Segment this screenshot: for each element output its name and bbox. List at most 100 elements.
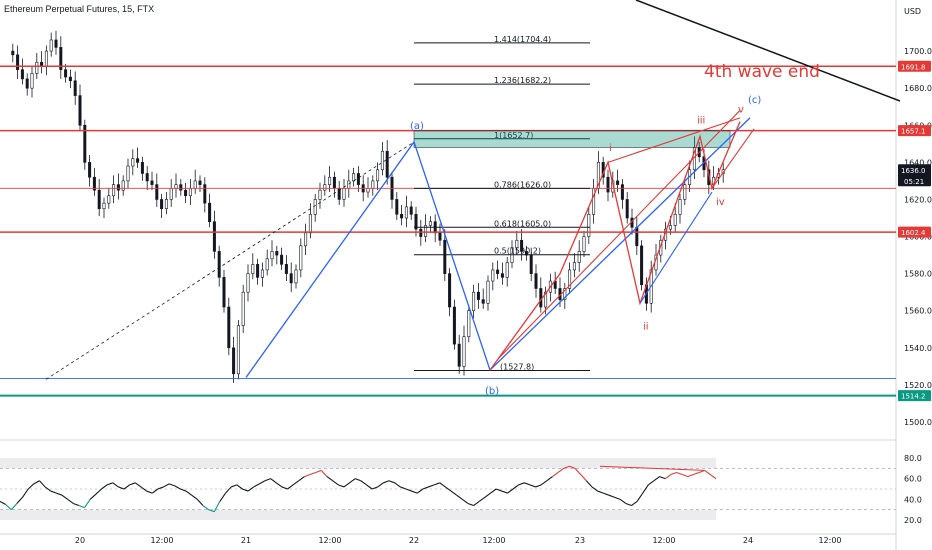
- rsi-segment: [315, 469, 322, 473]
- candle-body: [25, 78, 29, 89]
- candle-body: [126, 165, 130, 182]
- price-axis: USD1700.01680.01660.01640.01620.01600.01…: [898, 7, 932, 427]
- candle-body: [150, 180, 154, 185]
- wave-label: i: [609, 143, 612, 154]
- rsi-segment: [253, 483, 260, 488]
- rsi-segment: [704, 469, 711, 475]
- candle-body: [30, 73, 34, 89]
- rsi-segment: [309, 471, 316, 476]
- fib-zone-box: [413, 130, 731, 148]
- rsi-segment: [676, 471, 683, 476]
- candle-body: [582, 236, 586, 252]
- candle-body: [448, 273, 452, 308]
- rsi-segment: [78, 505, 85, 509]
- rsi-segment: [664, 474, 672, 480]
- candle-body: [385, 150, 389, 178]
- dotted-trend-line: [45, 141, 415, 380]
- candle-body: [606, 176, 610, 193]
- channel-line: [607, 117, 741, 163]
- currency-label: USD: [904, 7, 921, 16]
- candle-body: [304, 232, 308, 247]
- rsi-segment: [591, 486, 598, 492]
- candle-body: [198, 180, 202, 185]
- x-tick-label: 12:00: [652, 536, 675, 545]
- x-tick-label: 12:00: [318, 536, 341, 545]
- candle-body: [414, 213, 418, 230]
- rsi-segment: [151, 488, 159, 494]
- candle-body: [342, 188, 346, 200]
- price-badge-bg: [898, 164, 931, 187]
- candle-body: [395, 199, 399, 215]
- candle-body: [232, 347, 236, 375]
- candle-body: [270, 251, 274, 260]
- candle-body: [534, 273, 538, 289]
- candle-body: [563, 288, 567, 300]
- candle-body: [328, 176, 332, 185]
- candle-body: [616, 180, 620, 185]
- rsi-segment: [400, 486, 407, 490]
- candle-body: [174, 184, 178, 189]
- candle-body: [400, 213, 404, 219]
- rsi-segment: [73, 502, 80, 507]
- rsi-segment: [225, 486, 232, 494]
- rsi-segment: [134, 482, 142, 488]
- channel-line: [639, 191, 713, 304]
- wave-label: (a): [410, 121, 424, 132]
- wave-label: (b): [485, 386, 499, 397]
- rsi-segment: [693, 471, 700, 476]
- candle-body: [140, 162, 144, 174]
- rsi-segment: [349, 478, 356, 484]
- candle-body: [462, 336, 466, 367]
- rsi-segment: [433, 482, 440, 486]
- rsi-segment: [478, 496, 486, 502]
- rsi-segment: [168, 483, 175, 487]
- candle-body: [424, 225, 428, 237]
- candle-body: [102, 202, 106, 210]
- rsi-segment: [360, 480, 367, 486]
- y-tick-label: 1620.0: [904, 195, 932, 204]
- rsi-segment: [191, 494, 198, 500]
- x-tick-label: 20: [75, 536, 85, 545]
- candle-body: [457, 343, 461, 367]
- x-tick-label: 12:00: [150, 536, 173, 545]
- candle-body: [380, 150, 384, 171]
- candle-body: [481, 299, 485, 304]
- rsi-segment: [157, 486, 164, 490]
- rsi-segment: [428, 484, 435, 488]
- candle-body: [472, 291, 476, 312]
- rsi-segment: [411, 490, 418, 494]
- candle-body: [97, 189, 101, 210]
- rsi-segment: [146, 490, 153, 494]
- candle-body: [683, 184, 687, 200]
- rsi-segment: [242, 488, 249, 492]
- candle-body: [625, 199, 629, 219]
- candle-body: [16, 54, 20, 70]
- long-trend-line: [635, 0, 901, 102]
- fib-level-label: 0.5(1590.2): [494, 247, 541, 256]
- x-tick-label: 22: [409, 536, 419, 545]
- rsi-segment: [467, 502, 474, 507]
- rsi-segment: [574, 467, 582, 475]
- rsi-segment: [33, 480, 40, 485]
- candle-body: [131, 158, 135, 167]
- rsi-segment: [484, 492, 491, 498]
- y-tick-label: 1560.0: [904, 307, 932, 316]
- candle-body: [169, 188, 173, 200]
- candle-body: [121, 180, 125, 191]
- candle-body: [160, 199, 164, 210]
- candle-body: [68, 76, 72, 82]
- rsi-segment: [388, 480, 395, 484]
- candle-body: [260, 269, 264, 278]
- rsi-segment: [377, 482, 384, 488]
- candle-body: [640, 245, 644, 286]
- rsi-segment: [507, 488, 514, 494]
- rsi-segment: [597, 490, 604, 494]
- rsi-segment: [50, 490, 57, 494]
- x-tick-label: 21: [241, 536, 251, 545]
- time-axis: 20 12:00 21 12:00 22 12:00 23 12:00 24 12:00: [75, 536, 842, 545]
- rsi-segment: [163, 483, 170, 488]
- rsi-segment: [304, 474, 311, 478]
- price-badge: 1636.0 05:21: [898, 164, 931, 187]
- candle-body: [59, 47, 63, 70]
